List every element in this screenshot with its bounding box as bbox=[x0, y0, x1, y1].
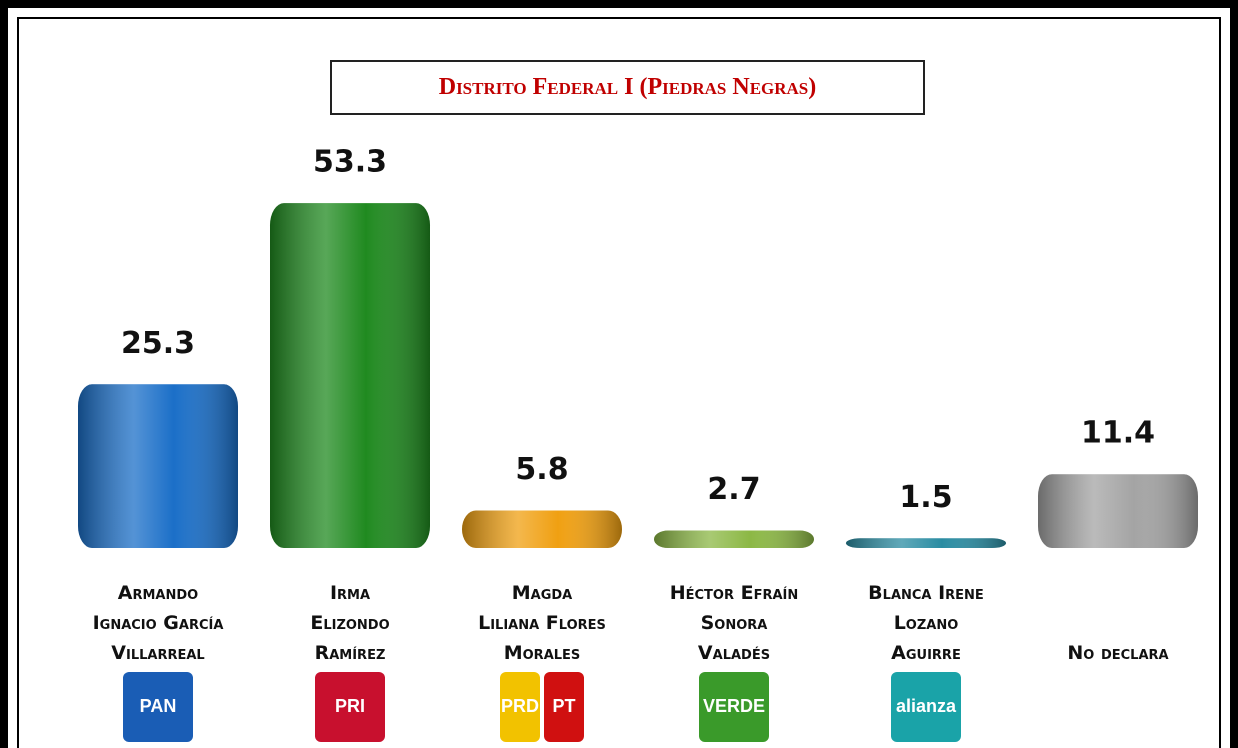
party-logo bbox=[544, 672, 584, 742]
party-logo bbox=[500, 672, 540, 742]
bar-shade bbox=[462, 510, 622, 548]
category-label: Magda Liliana Flores Morales bbox=[478, 582, 606, 664]
chart-title: Distrito Federal I (Piedras Negras) bbox=[330, 60, 925, 115]
bar-shade bbox=[1038, 474, 1198, 548]
party-logo-text: VERDE bbox=[703, 696, 765, 716]
bar-shade bbox=[270, 203, 430, 549]
party-logo-text: PT bbox=[552, 696, 575, 716]
value-label: 53.3 bbox=[313, 145, 387, 180]
value-label: 5.8 bbox=[515, 452, 568, 487]
category-label: Héctor Efraín Sonora Valadés bbox=[669, 582, 799, 664]
value-label: 2.7 bbox=[707, 472, 760, 507]
party-logo-text: PAN bbox=[140, 696, 177, 716]
inner-frame bbox=[17, 17, 1221, 748]
value-label: 25.3 bbox=[121, 326, 195, 361]
category-label: No declara bbox=[1067, 642, 1169, 664]
bar-shade bbox=[846, 538, 1006, 548]
category-label: Irma Elizondo Ramírez bbox=[310, 582, 390, 664]
party-logo-text: alianza bbox=[896, 696, 957, 716]
value-label: 1.5 bbox=[899, 480, 952, 515]
party-logo-text: PRI bbox=[335, 696, 365, 716]
party-logo bbox=[699, 672, 769, 742]
bar-shade bbox=[78, 384, 238, 548]
category-label: Blanca Irene Lozano Aguirre bbox=[868, 582, 984, 664]
bar-shade bbox=[654, 530, 814, 548]
party-logo bbox=[315, 672, 385, 742]
value-label: 11.4 bbox=[1081, 416, 1155, 451]
party-logo bbox=[891, 672, 961, 742]
party-logo-text: PRD bbox=[501, 696, 539, 716]
category-label: Armando Ignacio García Villarreal bbox=[92, 582, 224, 664]
party-logo bbox=[123, 672, 193, 742]
